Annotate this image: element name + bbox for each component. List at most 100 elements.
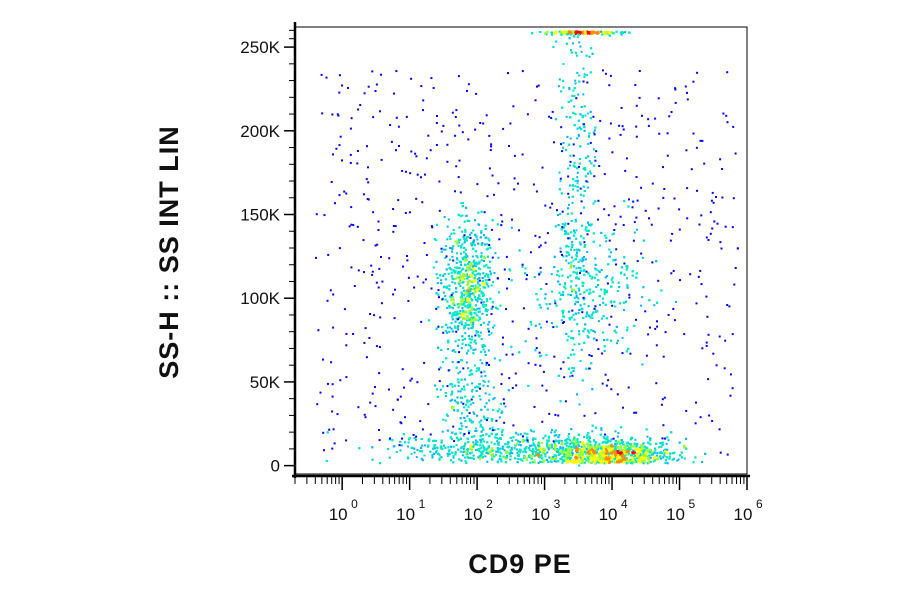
data-point <box>509 458 512 461</box>
data-point <box>471 285 474 288</box>
data-point <box>600 450 603 453</box>
data-point <box>663 452 666 455</box>
data-point <box>547 440 550 443</box>
data-point <box>582 451 585 454</box>
data-point <box>480 259 483 262</box>
data-point <box>485 281 488 284</box>
data-point <box>573 105 576 108</box>
data-point <box>587 186 590 189</box>
data-point <box>459 270 462 273</box>
data-point <box>481 426 484 429</box>
data-point <box>464 442 467 445</box>
data-point <box>413 451 416 454</box>
data-point <box>565 452 567 455</box>
data-point <box>525 458 528 461</box>
data-point <box>673 457 676 460</box>
data-point <box>444 394 447 397</box>
data-point <box>482 344 485 347</box>
data-point <box>448 453 451 456</box>
data-point <box>453 314 456 317</box>
data-point <box>648 454 651 457</box>
data-point <box>572 370 575 372</box>
data-point <box>529 456 532 459</box>
data-point <box>459 370 462 373</box>
data-point <box>676 459 679 462</box>
data-point <box>444 248 447 251</box>
data-point <box>584 228 587 231</box>
data-point <box>597 284 599 286</box>
data-point <box>524 450 526 453</box>
data-point <box>517 433 520 436</box>
data-point <box>435 292 438 295</box>
data-point <box>534 324 537 327</box>
data-point <box>548 447 551 450</box>
data-point <box>487 276 490 278</box>
data-point <box>460 378 463 381</box>
data-point <box>461 301 464 304</box>
data-point <box>476 273 479 276</box>
data-point <box>454 326 457 329</box>
data-point <box>470 242 473 245</box>
data-point <box>484 353 487 356</box>
data-point <box>534 446 537 449</box>
data-point <box>544 293 547 296</box>
data-point <box>457 438 460 441</box>
data-point <box>493 397 496 399</box>
data-point <box>582 461 585 464</box>
data-point <box>460 202 463 205</box>
data-point <box>593 439 596 442</box>
data-point <box>452 299 455 302</box>
data-point <box>487 349 490 352</box>
data-point <box>613 445 615 448</box>
data-point <box>475 390 478 392</box>
data-point <box>470 419 473 422</box>
data-point <box>560 319 563 322</box>
data-point <box>448 312 451 315</box>
data-point <box>481 362 484 365</box>
data-point <box>371 446 374 449</box>
data-point <box>482 449 485 452</box>
data-point <box>465 253 467 256</box>
data-point <box>540 460 543 463</box>
data-point <box>453 409 456 412</box>
data-point <box>495 453 497 456</box>
data-point <box>517 443 520 446</box>
data-point <box>642 286 645 289</box>
data-point <box>579 269 582 272</box>
data-point <box>593 456 595 458</box>
data-point <box>476 256 479 259</box>
data-point <box>463 241 466 244</box>
data-point <box>558 85 560 88</box>
data-point <box>655 454 658 457</box>
data-point <box>475 287 478 290</box>
data-point <box>548 456 551 459</box>
data-point <box>573 446 576 449</box>
data-point <box>437 346 440 349</box>
data-point <box>465 290 468 293</box>
data-point <box>569 164 571 167</box>
data-point <box>553 434 556 437</box>
data-point <box>575 451 578 454</box>
data-point <box>574 32 577 35</box>
data-point <box>594 263 597 266</box>
data-point <box>445 268 448 271</box>
data-point <box>558 283 561 286</box>
data-point <box>460 401 463 404</box>
data-point <box>633 231 636 234</box>
data-point <box>575 296 578 298</box>
data-point <box>462 450 465 453</box>
data-point <box>578 309 581 312</box>
data-point <box>654 447 656 450</box>
data-point <box>555 450 558 453</box>
data-point <box>625 300 628 303</box>
data-point <box>435 451 437 454</box>
data-point <box>638 455 641 458</box>
data-point <box>602 301 605 304</box>
data-point <box>466 277 469 280</box>
data-point <box>603 339 606 342</box>
data-point <box>480 231 483 234</box>
data-point <box>493 357 496 360</box>
data-point <box>498 408 501 411</box>
data-point <box>463 378 466 381</box>
data-point <box>538 323 541 326</box>
